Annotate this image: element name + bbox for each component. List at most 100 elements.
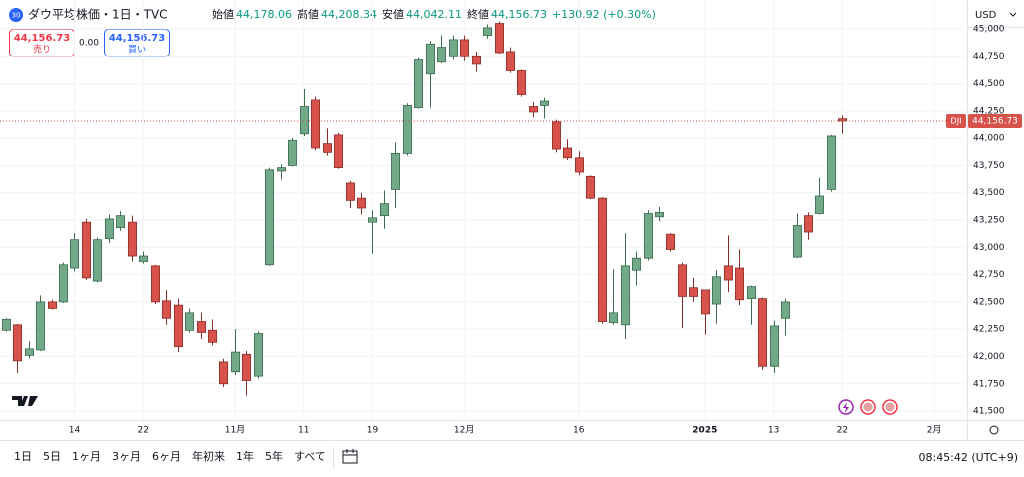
sell-label[interactable]: 売り: [33, 44, 51, 56]
y-tick-label: 43,750: [973, 161, 1005, 171]
candle-body: [459, 39, 470, 57]
x-tick-label: 11月: [225, 425, 245, 436]
candle-body: [448, 39, 459, 57]
logo: [12, 396, 38, 406]
candle-body: [528, 106, 539, 113]
candle-body: [711, 276, 722, 305]
settings-icon[interactable]: [989, 425, 999, 435]
currency-caret[interactable]: [1009, 12, 1017, 17]
x-tick-label: 2025: [692, 426, 717, 436]
candle-body: [138, 255, 149, 262]
x-tick-label: 13: [768, 426, 779, 436]
candle-body: [516, 70, 527, 95]
x-tick-label: 22: [837, 426, 848, 436]
candle-body: [665, 233, 676, 250]
currency[interactable]: USD: [975, 10, 997, 21]
candle-body: [196, 321, 207, 333]
y-tick-label: 42,500: [973, 297, 1005, 307]
candle-body: [769, 325, 780, 367]
candle-body: [1, 318, 12, 331]
candle-body: [551, 121, 562, 150]
y-tick-label: 43,500: [973, 188, 1005, 198]
y-tick-label: 43,000: [973, 243, 1005, 253]
candle-body: [12, 324, 23, 362]
candle-body: [574, 157, 585, 173]
candle-body: [643, 213, 654, 259]
candle-body: [436, 47, 447, 63]
candle-body: [803, 215, 814, 233]
range-button[interactable]: 1ヶ月: [72, 450, 101, 463]
range-button[interactable]: 3ヶ月: [112, 450, 141, 463]
candle-body: [35, 301, 46, 351]
range-button[interactable]: すべて: [294, 450, 326, 463]
range-button[interactable]: 年初来: [192, 449, 225, 463]
candle-body: [746, 286, 757, 300]
candle-body: [161, 300, 172, 319]
candle-body: [688, 287, 699, 297]
x-tick-label: 16: [573, 426, 585, 436]
buy-price[interactable]: 44,156.73: [109, 33, 165, 44]
x-tick-label: 11: [298, 426, 309, 436]
candle-body: [127, 221, 138, 257]
y-tick-label: 44,000: [973, 134, 1005, 144]
candle-body: [620, 265, 631, 326]
candle-body: [69, 239, 80, 269]
range-button[interactable]: 1日: [14, 450, 32, 463]
candle-body: [322, 143, 333, 153]
candle-body: [207, 329, 218, 343]
candle-body: [757, 298, 768, 367]
header: 30 ダウ平均株価・1日・TVC 始値 44,178.06 高値 44,208.34 安…: [9, 7, 656, 57]
sell-price[interactable]: 44,156.73: [14, 33, 70, 44]
candle-body: [150, 265, 161, 303]
candle-body: [837, 118, 848, 122]
event-icon-bolt: [843, 402, 849, 413]
event-icon-flag: [885, 402, 895, 412]
candle-body: [333, 134, 344, 169]
event-icon-flag: [863, 402, 873, 412]
ohlc: 始値 44,178.06 高値 44,208.34 安値 44,042.11 終値 44,15…: [212, 7, 547, 21]
candle-body: [471, 55, 482, 65]
candle-body: [700, 289, 711, 315]
ohlc-value: 44,178.06: [236, 8, 292, 21]
candle-body: [814, 195, 825, 214]
y-tick-label: 45,000: [973, 24, 1005, 34]
x-tick-label: 2月: [927, 425, 942, 436]
candle-body: [413, 59, 424, 108]
candle-body: [505, 51, 516, 71]
candle-body: [184, 312, 195, 331]
candle-body: [402, 104, 413, 154]
range-buttons: 1日 5日 1ヶ月 3ヶ月 6ヶ月 年初来 1年 5年 すべて: [14, 449, 326, 463]
date-range-icon[interactable]: [342, 449, 358, 464]
x-tick-label: 22: [138, 426, 149, 436]
series-name: DJI: [951, 117, 962, 126]
range-button[interactable]: 5日: [43, 450, 61, 463]
spread: 0.00: [79, 39, 99, 49]
plot: 41,500 41,750 42,000 42,250 42,500 42,750 43,0…: [0, 0, 1022, 436]
candle-body: [81, 221, 92, 279]
candle-body: [379, 203, 390, 217]
ohlc-key: 高値: [297, 7, 319, 21]
candle-body: [356, 197, 367, 209]
candle-body: [390, 153, 401, 190]
candle-body: [425, 43, 436, 75]
candle-body: [241, 353, 252, 381]
y-tick-label: 44,750: [973, 52, 1005, 62]
candle-body: [299, 106, 310, 135]
y-tick-label: 41,750: [973, 379, 1005, 389]
candle-body: [723, 265, 734, 281]
buy-label[interactable]: 買い: [128, 45, 146, 56]
candle-body: [792, 225, 803, 258]
range-button[interactable]: 1年: [236, 449, 254, 463]
range-button[interactable]: 6ヶ月: [152, 450, 181, 463]
y-tick-label: 42,750: [973, 270, 1005, 280]
range-button[interactable]: 5年: [265, 449, 283, 463]
change: +130.92 (+0.30%): [552, 8, 656, 21]
candle-body: [276, 167, 287, 172]
candle-body: [494, 23, 505, 54]
ohlc-value: 44,208.34: [321, 8, 377, 21]
candle-body: [230, 351, 241, 373]
y-tick-label: 43,250: [973, 216, 1005, 226]
candle-body: [253, 333, 264, 377]
